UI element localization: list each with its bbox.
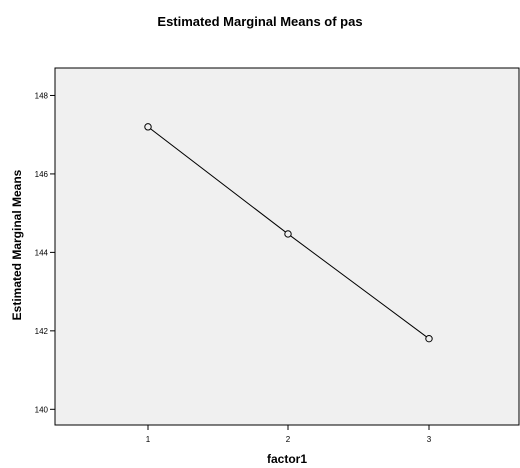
data-point — [425, 334, 433, 343]
plot-area — [54, 67, 520, 426]
x-tick-label: 2 — [286, 435, 291, 444]
y-tick-label: 140 — [35, 405, 49, 414]
y-tick-label: 148 — [35, 91, 49, 100]
x-tick-label: 3 — [427, 435, 432, 444]
chart-title: Estimated Marginal Means of pas — [157, 14, 362, 29]
data-point — [144, 123, 152, 131]
x-axis-label: factor1 — [267, 452, 307, 466]
x-tick-label: 1 — [146, 435, 151, 444]
y-axis-label: Estimated Marginal Means — [10, 169, 24, 320]
y-tick-label: 142 — [35, 327, 49, 336]
data-point — [284, 230, 292, 238]
x-axis: 1 2 3 — [146, 425, 432, 444]
y-axis: 140 142 144 146 148 — [35, 91, 55, 414]
y-tick-label: 146 — [35, 170, 49, 179]
data-markers — [144, 123, 433, 343]
y-tick-label: 144 — [35, 248, 49, 257]
